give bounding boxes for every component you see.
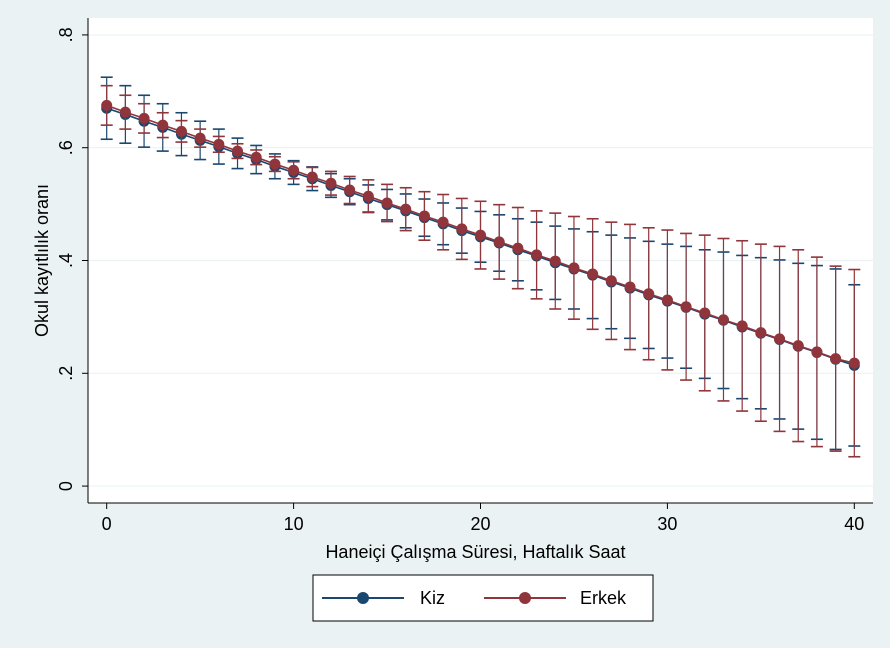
data-point <box>381 197 393 209</box>
data-point <box>400 203 412 215</box>
data-point <box>811 346 823 358</box>
data-point <box>475 229 486 241</box>
y-tick-label: .6 <box>56 140 76 155</box>
data-point <box>848 357 860 369</box>
data-point <box>213 138 225 150</box>
data-point <box>437 216 449 228</box>
legend-swatch-marker <box>357 592 369 604</box>
y-axis-title: Okul kayıtlılık oranı <box>32 184 52 337</box>
data-point <box>512 242 524 254</box>
data-point <box>531 249 543 261</box>
legend-label: Erkek <box>580 588 627 608</box>
legend: Kiz Erkek <box>312 574 654 622</box>
y-tick-label: .8 <box>56 27 76 42</box>
data-point <box>736 320 748 332</box>
data-point <box>830 353 842 365</box>
data-point <box>288 164 300 176</box>
legend-item-erkek: Erkek <box>484 588 627 608</box>
x-tick-label: 10 <box>284 514 304 534</box>
data-point <box>624 281 636 293</box>
data-point <box>605 275 617 287</box>
data-point <box>119 106 131 118</box>
data-point <box>774 333 786 345</box>
x-tick-label: 0 <box>102 514 112 534</box>
data-point <box>269 158 281 170</box>
data-point <box>717 314 729 326</box>
data-point <box>101 99 113 111</box>
data-point <box>194 132 206 144</box>
data-point <box>493 236 505 248</box>
data-point <box>568 262 580 274</box>
data-point <box>175 125 187 137</box>
data-point <box>418 210 430 222</box>
x-tick-label: 30 <box>657 514 677 534</box>
data-point <box>456 223 468 235</box>
legend-swatch-marker <box>519 592 531 604</box>
y-tick-label: .4 <box>56 253 76 268</box>
data-point <box>755 327 767 339</box>
data-point <box>661 294 673 306</box>
data-point <box>549 255 561 267</box>
data-point <box>325 177 337 189</box>
data-point <box>138 112 150 124</box>
data-point <box>587 268 599 280</box>
x-tick-label: 40 <box>844 514 864 534</box>
x-axis-title: Haneiçi Çalışma Süresi, Haftalık Saat <box>325 542 625 562</box>
x-tick-label: 20 <box>470 514 490 534</box>
data-point <box>362 190 374 202</box>
data-point <box>643 288 655 300</box>
data-point <box>157 119 169 131</box>
data-point <box>232 145 244 157</box>
y-tick-label: .2 <box>56 366 76 381</box>
legend-item-kiz: Kiz <box>322 588 445 608</box>
axes: 0 .2 .4 .6 .8 0 10 20 30 40 <box>56 18 873 534</box>
y-tick-label: 0 <box>56 481 76 491</box>
legend-label: Kiz <box>420 588 445 608</box>
data-point <box>699 307 711 319</box>
data-point <box>680 301 692 313</box>
data-point <box>306 171 318 183</box>
data-point <box>344 184 356 196</box>
series-erkek <box>100 84 861 458</box>
data-point <box>792 340 804 352</box>
series-layer <box>100 76 861 458</box>
data-point <box>250 151 262 163</box>
